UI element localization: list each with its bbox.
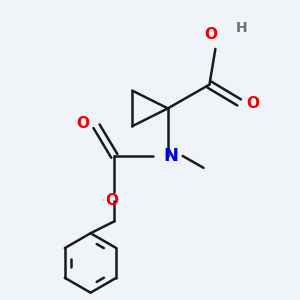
- Text: O: O: [105, 193, 118, 208]
- Text: O: O: [76, 116, 89, 131]
- Text: H: H: [236, 21, 248, 35]
- Text: N: N: [163, 147, 178, 165]
- Text: O: O: [204, 26, 218, 41]
- Text: O: O: [247, 96, 260, 111]
